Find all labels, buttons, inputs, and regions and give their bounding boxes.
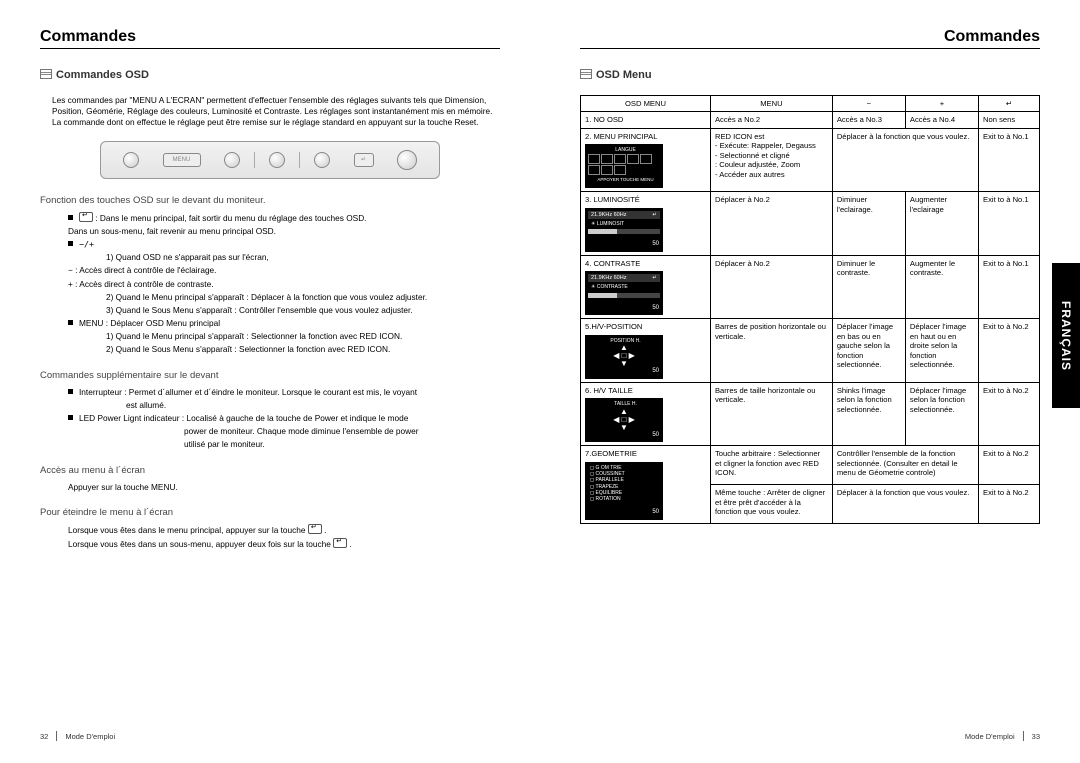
table-head-row: OSD MENU MENU − + ↵ bbox=[581, 96, 1040, 112]
center-knob-icon bbox=[269, 152, 285, 168]
language-tab: FRANÇAIS bbox=[1052, 263, 1080, 408]
intro-paragraph: Les commandes par "MENU A L'ECRAN" perme… bbox=[52, 95, 500, 129]
menu-button-icon: MENU bbox=[163, 153, 201, 167]
minus-knob-icon bbox=[224, 152, 240, 168]
list-4: Lorsque vous êtes dans le menu principal… bbox=[68, 524, 500, 550]
row-title: 6. H/V TAILLE bbox=[585, 386, 706, 395]
osd-thumb-arrows: POSITION H. ▲ ◀ □ ▶ ▼ 50 bbox=[585, 335, 663, 379]
row-title: 7.GEOMETRIE bbox=[585, 449, 706, 458]
table-row: 2. MENU PRINCIPAL LANGUE APPOYER TOUCHE … bbox=[581, 128, 1040, 191]
section-icon bbox=[40, 69, 52, 79]
plus-knob-icon bbox=[314, 152, 330, 168]
footer-right: Mode D'emploi 33 bbox=[965, 731, 1040, 741]
list-2: Interrupteur : Permet d´allumer et d´éin… bbox=[68, 387, 500, 451]
row-title: 5.H/V-POSITION bbox=[585, 322, 706, 331]
enter-icon bbox=[308, 524, 322, 534]
page-title-left: Commandes bbox=[40, 28, 500, 49]
page-right: Commandes OSD Menu OSD MENU MENU − + ↵ 1… bbox=[540, 0, 1080, 763]
power-knob-icon bbox=[397, 150, 417, 170]
table-row: 5.H/V-POSITION POSITION H. ▲ ◀ □ ▶ ▼ 50 … bbox=[581, 319, 1040, 382]
subhead-2: Commandes supplémentaire sur le devant bbox=[40, 370, 500, 381]
row-title: 3. LUMINOSITÉ bbox=[585, 195, 706, 204]
osd-table: OSD MENU MENU − + ↵ 1. NO OSDAccès a No.… bbox=[580, 95, 1040, 524]
table-row: 6. H/V TAILLE TAILLE H. ▲ ◀ □ ▶ ▼ 50 Bar… bbox=[581, 382, 1040, 445]
enter-button-icon: ↵ bbox=[354, 153, 374, 167]
list-3: Appuyer sur la touche MENU. bbox=[68, 482, 500, 493]
knob-icon bbox=[123, 152, 139, 168]
subhead-1: Fonction des touches OSD sur le devant d… bbox=[40, 195, 500, 206]
osd-thumb-arrows: TAILLE H. ▲ ◀ □ ▶ ▼ 50 bbox=[585, 398, 663, 442]
footer-left: 32 Mode D'emploi bbox=[40, 731, 115, 741]
osd-thumb-list: ◻ G OM TRIE◻ COUSSINET◻ PARALLELE◻ TRAPE… bbox=[585, 462, 663, 520]
table-row: 1. NO OSDAccès a No.2Accès a No.3Accès a… bbox=[581, 112, 1040, 128]
subhead-4: Pour éteindre le menu à l´écran bbox=[40, 507, 500, 518]
row-title: 2. MENU PRINCIPAL bbox=[585, 132, 706, 141]
row-title: 4. CONTRASTE bbox=[585, 259, 706, 268]
osd-thumb-slider: 21.9KHz 60Hz↵ ☀ CONTRASTE 50 bbox=[585, 271, 663, 315]
osd-thumb-slider: 21.9KHz 60Hz↵ ☀ LUMINOSIT 50 bbox=[585, 208, 663, 252]
page-title-right: Commandes bbox=[580, 28, 1040, 49]
osd-thumb-icons: LANGUE APPOYER TOUCHE MENU bbox=[585, 144, 663, 188]
section-title-right: OSD Menu bbox=[580, 69, 1040, 81]
enter-icon bbox=[79, 212, 93, 222]
table-row: 7.GEOMETRIE◻ G OM TRIE◻ COUSSINET◻ PARAL… bbox=[581, 446, 1040, 485]
control-panel-graphic: MENU ↵ bbox=[100, 141, 440, 179]
section-icon bbox=[580, 69, 592, 79]
page-left: Commandes Commandes OSD Les commandes pa… bbox=[0, 0, 540, 763]
enter-icon bbox=[333, 538, 347, 548]
list-1: : Dans le menu principal, fait sortir du… bbox=[68, 212, 500, 356]
row-title: 1. NO OSD bbox=[585, 115, 706, 124]
section-title-left: Commandes OSD bbox=[40, 69, 500, 81]
table-row: 4. CONTRASTE 21.9KHz 60Hz↵ ☀ CONTRASTE 5… bbox=[581, 255, 1040, 318]
subhead-3: Accès au menu à l´écran bbox=[40, 465, 500, 476]
table-row: 3. LUMINOSITÉ 21.9KHz 60Hz↵ ☀ LUMINOSIT … bbox=[581, 192, 1040, 255]
